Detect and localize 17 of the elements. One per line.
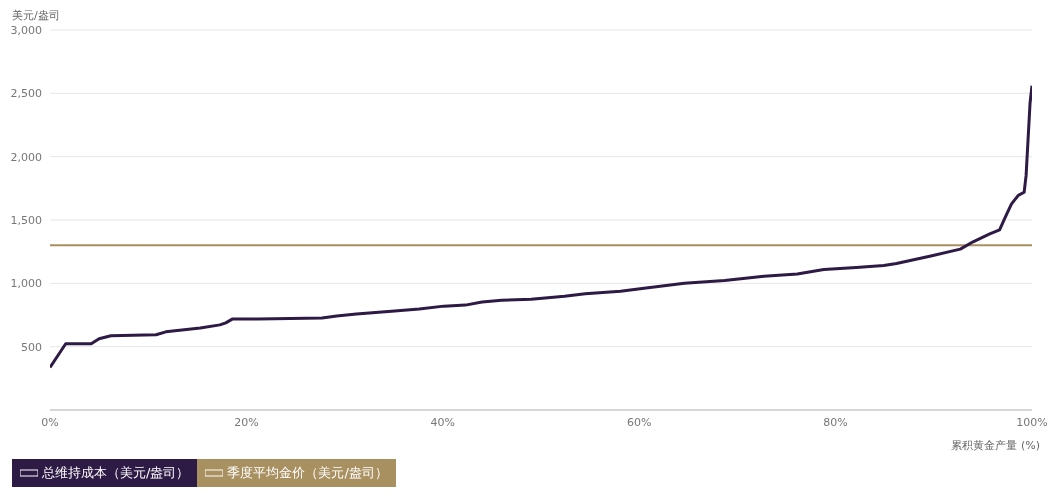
x-tick-label: 40% (430, 415, 456, 429)
y-tick-label: 2,000 (10, 150, 42, 164)
y-axis-title: 美元/盎司 (12, 8, 60, 23)
x-tick-label: 100% (1016, 415, 1048, 429)
legend-label: 季度平均金价（美元/盎司） (227, 464, 388, 482)
x-tick-label: 20% (234, 415, 259, 429)
y-tick-label: 1,500 (10, 213, 42, 227)
y-tick-label: 1,000 (10, 277, 42, 291)
x-tick-label: 0% (41, 415, 59, 429)
y-tick-label: 2,500 (10, 87, 42, 101)
y-tick-label: 500 (21, 340, 42, 354)
legend-label: 总维持成本（美元/盎司） (42, 464, 190, 482)
x-tick-label: 80% (823, 415, 848, 429)
x-axis-title: 累积黄金产量 (%) (950, 438, 1041, 453)
line-series (50, 84, 1032, 369)
y-tick-label: 3,000 (10, 23, 42, 37)
x-tick-label: 60% (626, 415, 652, 429)
